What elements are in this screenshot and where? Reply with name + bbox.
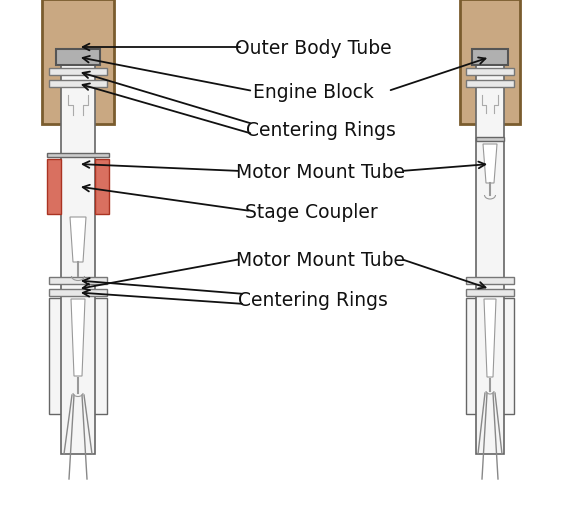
Polygon shape <box>483 145 497 184</box>
Bar <box>466 290 514 296</box>
Text: Motor Mount Tube: Motor Mount Tube <box>237 162 405 181</box>
Bar <box>42 0 114 125</box>
Bar <box>49 298 107 414</box>
Polygon shape <box>71 299 85 376</box>
Bar <box>466 298 514 414</box>
Text: Centering Rings: Centering Rings <box>246 120 396 139</box>
Text: Stage Coupler: Stage Coupler <box>245 202 378 221</box>
Bar <box>466 81 514 88</box>
Bar <box>49 277 107 285</box>
Bar <box>460 0 520 125</box>
Bar <box>95 160 109 215</box>
Text: Centering Rings: Centering Rings <box>238 290 388 309</box>
Bar <box>56 50 100 66</box>
Bar <box>49 69 107 76</box>
Text: Motor Mount Tube: Motor Mount Tube <box>237 250 405 269</box>
Bar <box>47 160 61 215</box>
Bar <box>476 138 504 142</box>
Polygon shape <box>70 217 86 263</box>
Bar <box>472 50 508 66</box>
Bar <box>476 50 504 454</box>
Bar <box>49 290 107 296</box>
Bar <box>47 154 109 158</box>
Polygon shape <box>484 299 496 377</box>
Bar <box>61 50 95 454</box>
Text: Engine Block: Engine Block <box>252 82 374 101</box>
Bar <box>49 81 107 88</box>
Text: Outer Body Tube: Outer Body Tube <box>235 38 391 58</box>
Bar <box>466 69 514 76</box>
Bar <box>466 277 514 285</box>
